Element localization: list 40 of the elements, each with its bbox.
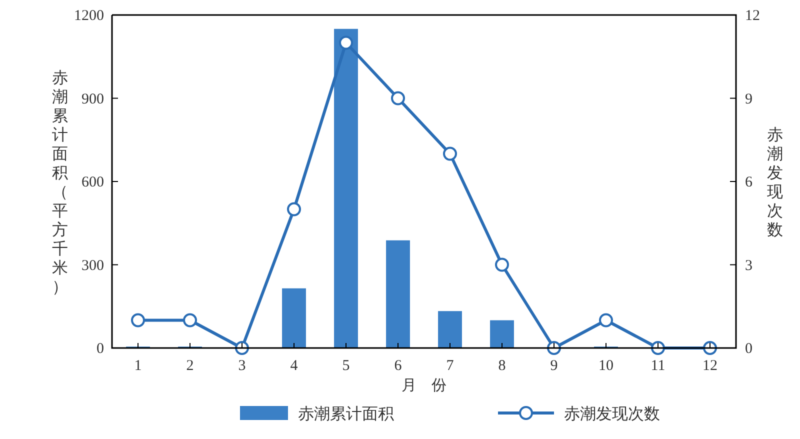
bar	[438, 311, 462, 348]
point	[287, 202, 301, 216]
x-tick-label: 11	[650, 358, 666, 374]
legend-label: 赤潮累计面积	[298, 405, 394, 423]
x-axis-title: 月 份	[402, 378, 446, 394]
x-tick-label: 2	[186, 358, 194, 374]
x-tick-label: 6	[394, 358, 402, 374]
y-tick-label: 600	[82, 174, 104, 190]
point	[183, 313, 197, 328]
point	[131, 313, 145, 328]
x-tick-label: 8	[498, 358, 506, 374]
y-tick-label: 300	[82, 258, 104, 274]
text: 赤潮累计面积（平方千米）	[52, 70, 68, 296]
point	[599, 313, 613, 328]
point	[443, 146, 457, 161]
y2-tick-label: 12	[745, 8, 760, 24]
y2-axis-title: 赤潮发现次数	[767, 126, 783, 239]
x-tick-label: 12	[702, 358, 718, 374]
y-tick-label: 900	[82, 91, 104, 108]
x-tick-label: 1	[134, 358, 142, 374]
y2-tick-label: 6	[745, 174, 753, 190]
point	[391, 91, 405, 106]
y-tick-label: 1200	[74, 8, 104, 24]
x-tick-label: 9	[550, 358, 558, 374]
point	[339, 36, 353, 50]
legend-label: 赤潮发现次数	[564, 405, 660, 423]
bar	[490, 320, 514, 348]
y2-tick-label: 9	[745, 91, 752, 108]
bar	[334, 28, 358, 348]
y2-tick-label: 3	[745, 258, 752, 274]
x-tick-label: 5	[342, 358, 350, 374]
x-tick-label: 10	[598, 358, 614, 374]
x-tick-label: 7	[446, 358, 454, 374]
point	[495, 258, 509, 272]
bar	[386, 240, 410, 348]
bar	[282, 288, 306, 348]
x-tick-label: 3	[238, 358, 246, 374]
y2-tick-label: 0	[745, 341, 752, 357]
y-tick-label: 0	[96, 341, 104, 357]
x-tick-label: 4	[290, 358, 298, 374]
